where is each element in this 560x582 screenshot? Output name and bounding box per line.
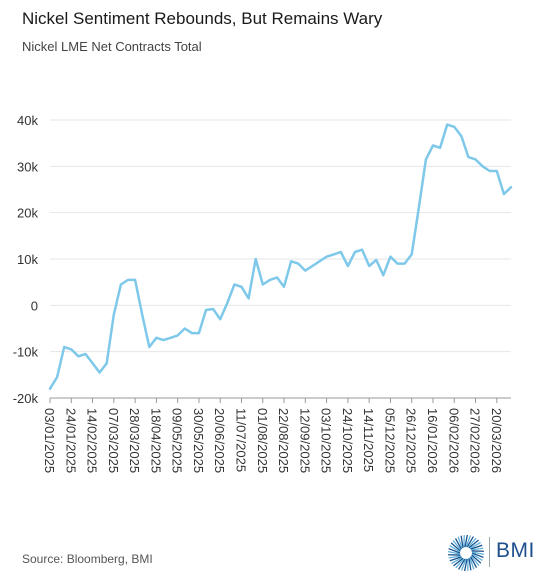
- bmi-logo: BMI: [446, 533, 546, 573]
- logo-ray: [449, 545, 461, 553]
- logo-ray: [458, 558, 466, 570]
- x-tick-label: 12/09/2025: [297, 408, 312, 473]
- logo-ray: [470, 555, 480, 566]
- logo-ray: [468, 539, 479, 549]
- logo-ray: [448, 555, 461, 559]
- logo-ray: [453, 557, 464, 567]
- x-tick-label: 14/11/2025: [361, 408, 376, 472]
- logo-ray: [471, 553, 483, 561]
- logo-ray: [452, 540, 462, 551]
- x-tick-label: 18/04/2025: [148, 408, 163, 473]
- x-tick-label: 26/12/2025: [404, 408, 419, 473]
- logo-ray: [471, 551, 485, 555]
- x-tick-label: 28/03/2025: [127, 408, 142, 473]
- sunburst-icon: [447, 534, 485, 572]
- source-note: Source: Bloomberg, BMI: [22, 552, 153, 566]
- logo-ray: [450, 542, 461, 552]
- logo-ray: [455, 558, 465, 569]
- chart-subtitle: Nickel LME Net Contracts Total: [22, 39, 202, 54]
- x-tick-label: 22/08/2025: [276, 408, 291, 473]
- logo-ray: [466, 536, 474, 548]
- logo-ray: [470, 556, 478, 568]
- logo-ray: [468, 558, 472, 571]
- x-tick-label: 20/06/2025: [212, 408, 227, 473]
- x-tick-label: 16/01/2026: [425, 408, 440, 473]
- y-tick-label: 20k: [17, 206, 38, 221]
- x-tick-label: 30/05/2025: [191, 408, 206, 473]
- logo-text: BMI: [496, 539, 535, 562]
- logo-ray: [454, 538, 462, 550]
- y-tick-label: 30k: [17, 159, 38, 174]
- x-tick-label: 01/08/2025: [255, 408, 270, 473]
- logo-ray: [471, 547, 484, 551]
- logo-ray: [469, 557, 475, 570]
- series-line: [48, 123, 513, 390]
- logo-ray: [467, 537, 477, 548]
- logo-divider: [489, 537, 490, 567]
- logo-ray: [457, 536, 463, 549]
- logo-ray: [464, 558, 468, 572]
- logo-ray: [460, 558, 467, 571]
- logo-ray: [448, 547, 461, 554]
- logo-ray: [469, 541, 481, 549]
- y-tick-label: -20k: [13, 391, 39, 406]
- x-axis: 03/01/2025 24/01/2025 14/02/2025 07/03/2025…: [42, 397, 511, 473]
- x-tick-label: 20/03/2026: [489, 408, 504, 473]
- logo-ray: [470, 544, 483, 550]
- logo-ray: [465, 535, 472, 548]
- logo-ray: [451, 557, 463, 565]
- x-tick-label: 05/12/2025: [382, 408, 397, 473]
- x-tick-label: 03/10/2025: [319, 408, 334, 473]
- line-chart: 40k 30k 20k 10k 0 -10k -20k 03/01/2025 24/01/20…: [13, 113, 513, 473]
- logo-ray: [460, 535, 464, 548]
- y-tick-label: 0: [31, 298, 38, 313]
- x-tick-label: 24/01/2025: [63, 408, 78, 473]
- logo-ray: [449, 556, 462, 562]
- x-tick-label: 09/05/2025: [170, 408, 185, 473]
- y-tick-label: 10k: [17, 252, 38, 267]
- x-tick-label: 24/10/2025: [340, 408, 355, 473]
- y-tick-label: 40k: [17, 113, 38, 128]
- y-tick-label: -10k: [13, 345, 39, 360]
- x-tick-label: 14/02/2025: [85, 408, 100, 473]
- x-tick-label: 06/02/2026: [446, 408, 461, 473]
- y-axis: 40k 30k 20k 10k 0 -10k -20k: [13, 113, 39, 406]
- logo-ray: [447, 551, 461, 555]
- chart-title: Nickel Sentiment Rebounds, But Remains W…: [22, 9, 383, 28]
- series-layer: [48, 123, 513, 390]
- logo-ray: [464, 534, 468, 548]
- x-tick-label: 03/01/2025: [42, 408, 57, 473]
- x-tick-label: 07/03/2025: [106, 408, 121, 473]
- logo-ray: [471, 552, 484, 559]
- x-tick-label: 27/02/2026: [468, 408, 483, 473]
- logo-ray: [471, 554, 482, 564]
- grid-layer: [50, 119, 511, 399]
- x-tick-label: 11/07/2025: [233, 408, 248, 472]
